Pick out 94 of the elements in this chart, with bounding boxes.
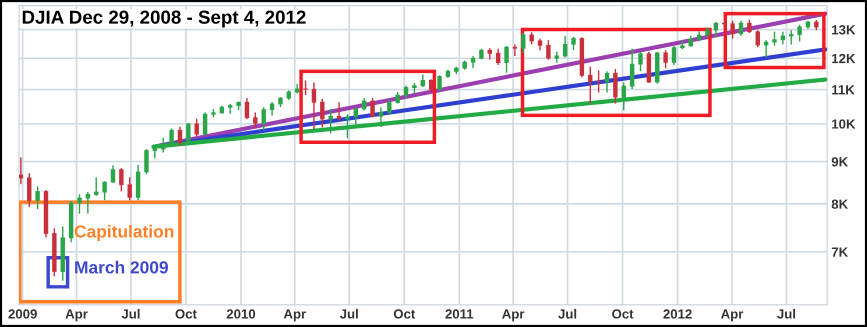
candlestick	[680, 40, 685, 50]
y-tick-label: 10K	[832, 119, 856, 129]
candlestick	[370, 98, 375, 118]
candlestick	[404, 86, 408, 99]
candlestick	[328, 109, 333, 134]
candlestick	[546, 40, 551, 60]
candlestick	[789, 30, 794, 44]
candlestick	[86, 192, 90, 214]
candlestick	[504, 46, 509, 73]
candlestick	[588, 66, 592, 104]
candlestick	[303, 80, 308, 96]
candlestick	[730, 20, 735, 39]
candlestick	[738, 20, 744, 36]
x-tick-label: Apr	[284, 309, 306, 322]
candlestick	[378, 107, 384, 127]
candlestick	[688, 36, 693, 47]
candlestick	[488, 48, 492, 60]
candlestick	[228, 104, 232, 114]
candlestick	[613, 69, 618, 104]
chart-title: DJIA Dec 29, 2008 - Sept 4, 2012	[22, 10, 306, 28]
x-tick-label: 2012	[663, 309, 692, 319]
candlestick	[261, 107, 266, 130]
candlestick	[320, 98, 325, 128]
candlestick	[437, 75, 442, 91]
candlestick	[479, 48, 484, 60]
candlestick	[764, 40, 768, 58]
candlestick	[395, 92, 400, 104]
x-tick-label: Jul	[777, 308, 796, 319]
candlestick	[428, 79, 434, 93]
candlestick	[672, 46, 676, 66]
candlestick	[202, 112, 208, 136]
candlestick	[102, 181, 107, 200]
candlestick	[128, 177, 132, 200]
x-tick-label: Oct	[175, 309, 197, 319]
annotation: Capitulation	[74, 224, 174, 242]
candlestick	[797, 24, 802, 42]
x-tick-label: Jul	[558, 308, 576, 319]
y-tick-label: 12K	[832, 54, 856, 64]
candlestick	[630, 48, 634, 89]
candlestick	[178, 126, 182, 146]
candlestick	[77, 194, 82, 214]
candlestick	[27, 173, 32, 207]
x-tick-label: Oct	[612, 309, 634, 319]
x-tick-label: Apr	[65, 309, 88, 322]
candlestick	[19, 157, 24, 184]
candlestick	[336, 102, 342, 121]
y-tick-label: 13K	[832, 25, 856, 35]
candlestick	[538, 38, 542, 50]
candlestick	[622, 82, 626, 110]
candlestick	[521, 33, 526, 54]
candlestick	[562, 36, 568, 58]
candlestick	[780, 32, 786, 44]
candlestick	[345, 114, 350, 138]
candlestick	[312, 82, 316, 130]
candlestick	[756, 30, 760, 48]
candlestick	[253, 112, 258, 128]
annotation: March 2009	[75, 260, 168, 274]
candlestick	[362, 98, 366, 110]
y-tick-label: 8K	[832, 199, 848, 209]
candlestick	[387, 100, 392, 114]
x-tick-label: 2010	[226, 309, 256, 319]
x-tick-label: Jul	[122, 308, 140, 319]
candlestick	[35, 186, 40, 210]
candlestick	[714, 22, 718, 38]
candlestick	[420, 74, 426, 88]
candlestick	[470, 56, 476, 68]
candlestick	[512, 44, 518, 56]
candlestick	[94, 177, 98, 196]
candlestick	[554, 52, 559, 63]
y-tick-label: 9K	[832, 157, 848, 167]
x-tick-label: Jul	[340, 308, 358, 319]
candlestick	[110, 165, 116, 183]
candlestick	[194, 118, 199, 137]
candlestick	[119, 168, 124, 192]
y-tick-label: 7K	[832, 248, 848, 257]
candlestick	[596, 70, 601, 93]
candlestick	[663, 50, 668, 68]
x-tick-label: Oct	[394, 309, 416, 319]
candlestick	[144, 149, 149, 174]
candlestick	[638, 52, 643, 72]
x-tick-label: 2011	[445, 309, 474, 319]
candlestick	[354, 107, 358, 124]
candlestick	[244, 98, 250, 120]
y-tick-label: 11K	[832, 85, 855, 94]
candlestick	[412, 83, 417, 94]
x-tick-label: Apr	[502, 309, 524, 322]
x-tick-label: Apr	[720, 309, 744, 322]
candlestick	[571, 36, 576, 50]
x-tick-label: 2009	[8, 309, 37, 319]
candlestick	[747, 20, 752, 34]
candlestick	[270, 102, 274, 116]
candlestick	[186, 123, 191, 145]
candlestick	[529, 32, 534, 44]
candlestick	[496, 48, 500, 66]
